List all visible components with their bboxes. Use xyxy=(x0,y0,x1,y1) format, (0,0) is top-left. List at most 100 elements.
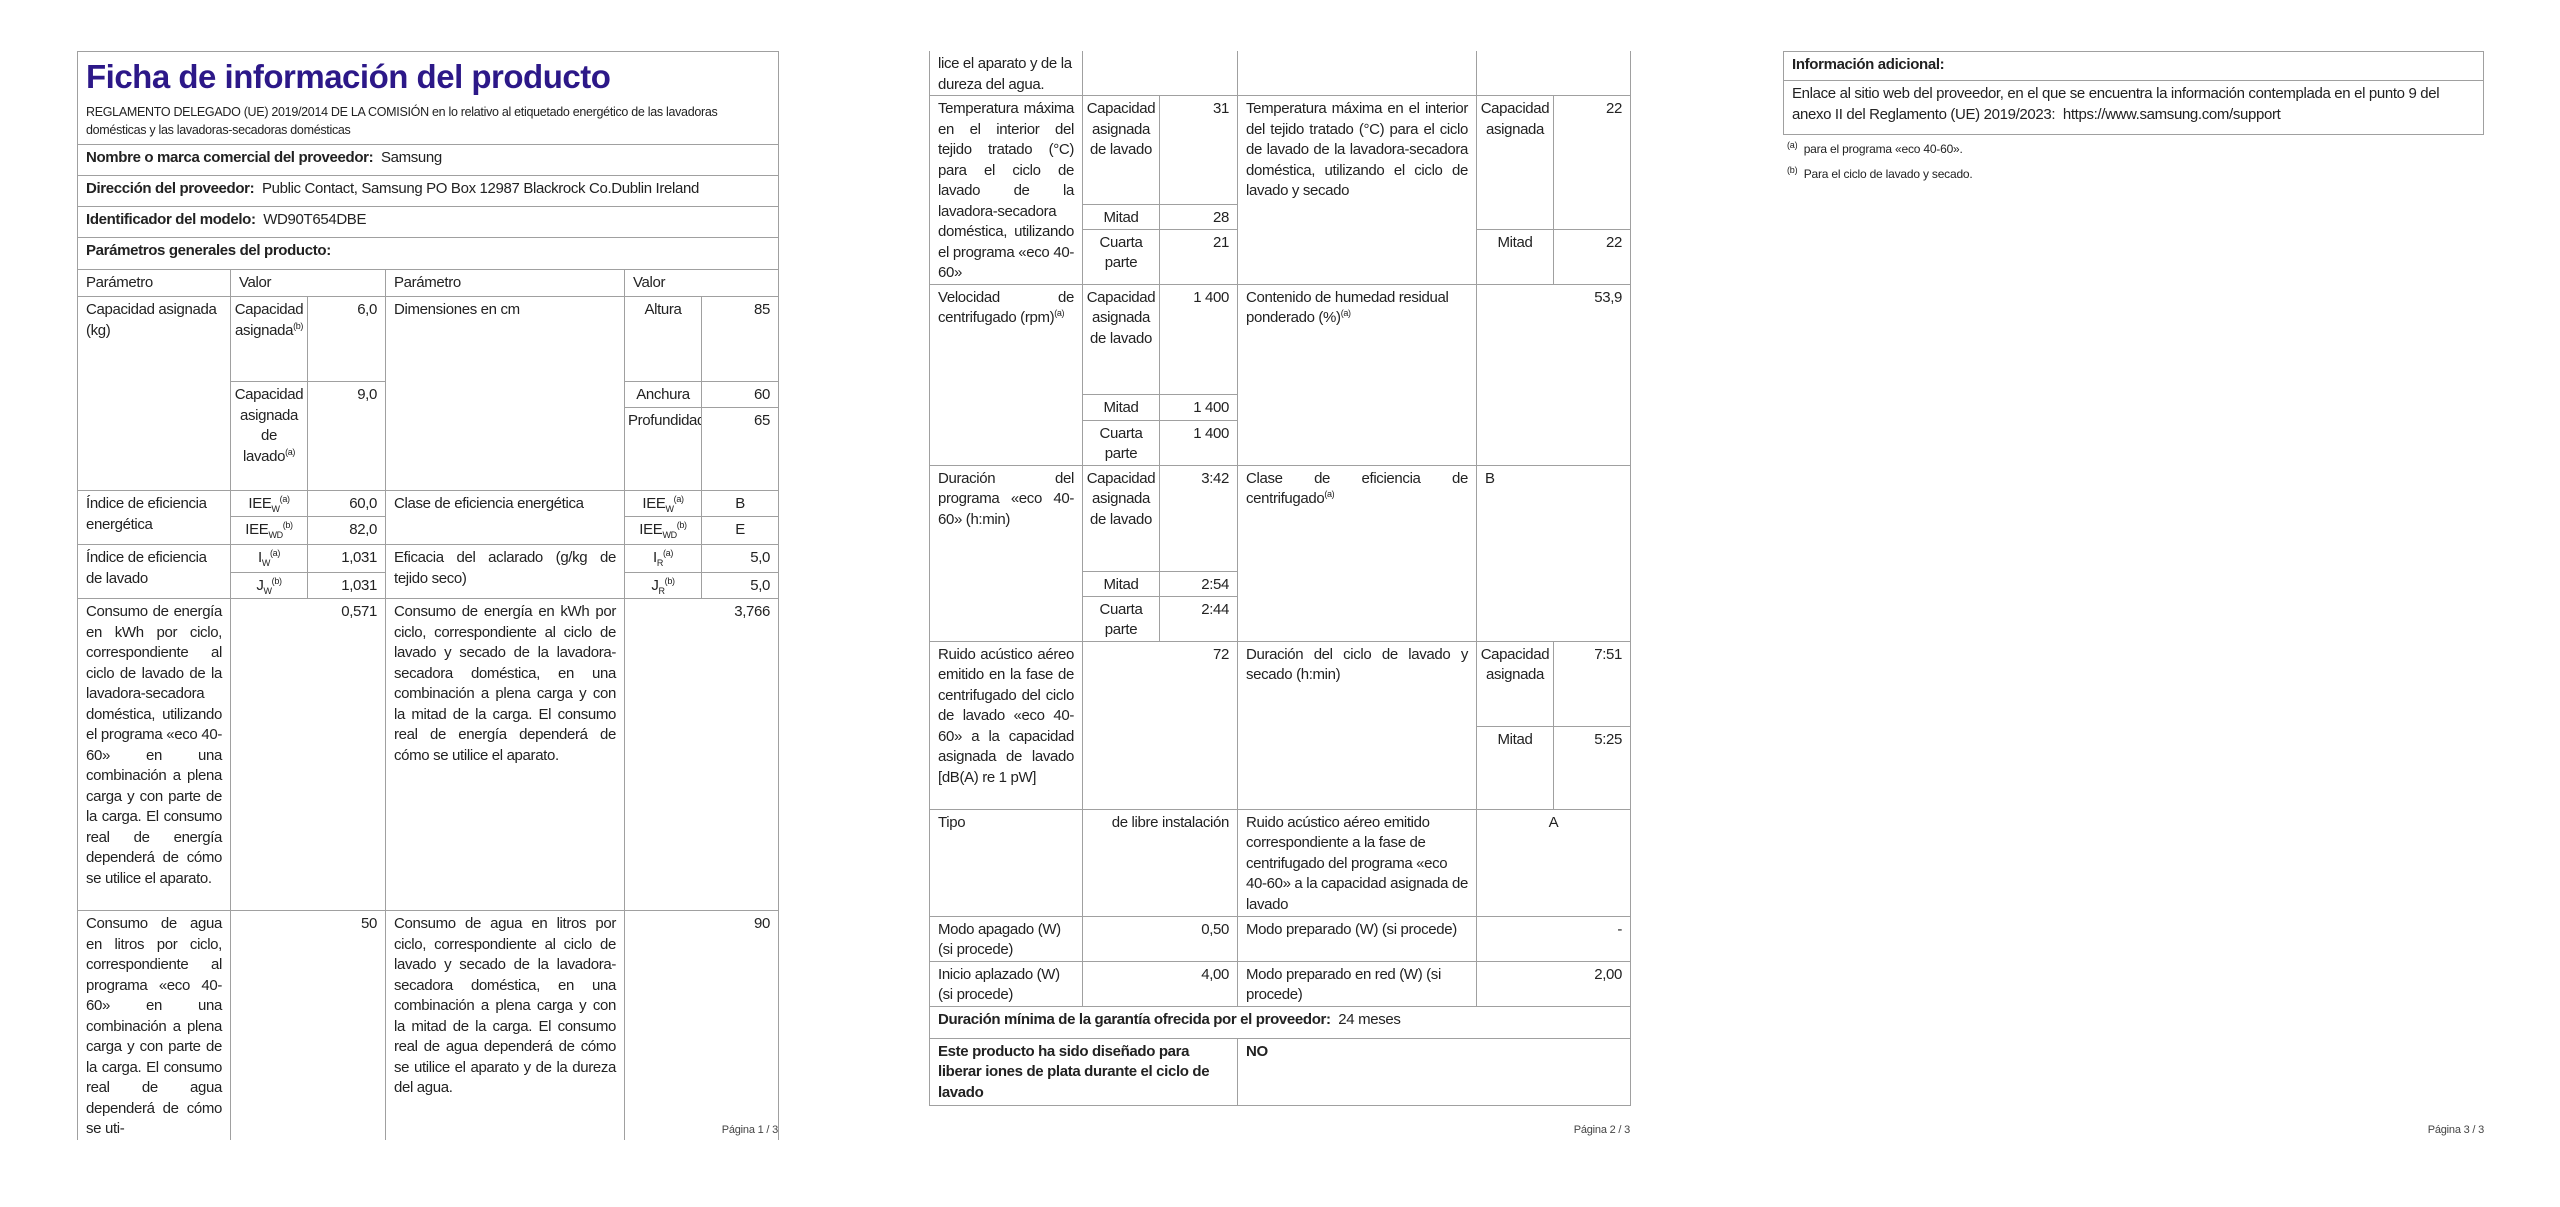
spin-sub3: Cuarta parte xyxy=(1082,419,1160,466)
depth-value: 65 xyxy=(700,407,780,491)
supplier-link-cell: Enlace al sitio web del proveedor, en el… xyxy=(1783,80,2484,135)
iw-label: IW(a) xyxy=(230,544,308,573)
duration-val2: 2:54 xyxy=(1159,570,1238,597)
support-url-link[interactable]: https://www.samsung.com/support xyxy=(2062,105,2281,123)
iw-sub: W xyxy=(261,558,271,568)
duration-val3: 2:44 xyxy=(1159,595,1238,642)
silver-ions-value: NO xyxy=(1237,1037,1631,1106)
jr-base: J xyxy=(651,577,659,594)
noise-label: Ruido acústico aéreo emitido en la fase … xyxy=(929,640,1083,810)
eei-wd-base: IEE xyxy=(245,521,269,538)
ir-label: IR(a) xyxy=(624,544,702,573)
temp-wash-val1: 31 xyxy=(1159,94,1238,206)
height-value: 85 xyxy=(700,296,780,382)
general-params-heading-text: Parámetros generales del producto: xyxy=(86,242,331,259)
energy-washdry-label: Consumo de energía en kWh por ciclo, cor… xyxy=(385,598,625,911)
spin-class-value: B xyxy=(1476,464,1631,642)
energy-wash-value: 0,571 xyxy=(230,598,386,911)
class-w-base: IEE xyxy=(642,495,666,512)
title-cell: Ficha de información del producto REGLAM… xyxy=(76,51,780,145)
footnote-mark: (a) xyxy=(285,446,296,457)
page-number: Página 2 / 3 xyxy=(1573,1124,1631,1136)
capacity-sub2: Capacidad asignada de lavado(a) xyxy=(230,381,308,491)
delay-start-label: Inicio aplazado (W) (si procede) xyxy=(929,960,1083,1007)
duration-val1: 3:42 xyxy=(1159,464,1238,572)
page-number: Página 3 / 3 xyxy=(2427,1124,2485,1136)
supplier-address-value: Public Contact, Samsung PO Box 12987 Bla… xyxy=(261,180,699,197)
moisture-label-text: Contenido de humedad residual ponderado … xyxy=(1246,288,1449,327)
supplier-address-row: Dirección del proveedor: Public Contact,… xyxy=(76,175,780,207)
general-params-heading: Parámetros generales del producto: xyxy=(76,237,780,270)
class-w-value: B xyxy=(700,490,780,517)
noise-class-label: Ruido acústico aéreo emitido correspondi… xyxy=(1237,808,1477,917)
noise-class-value: A xyxy=(1476,808,1631,917)
footnote-mark: (a) xyxy=(1787,140,1798,150)
supplier-link-text: Enlace al sitio web del proveedor, en el… xyxy=(1792,85,2440,123)
supplier-name-label: Nombre o marca comercial del proveedor: xyxy=(86,149,374,166)
moisture-label: Contenido de humedad residual ponderado … xyxy=(1237,283,1477,466)
footnote-mark: (a) xyxy=(663,548,673,558)
eei-wd-value: 82,0 xyxy=(307,516,386,545)
product-info-table-page-1: Ficha de información del producto REGLAM… xyxy=(76,51,780,1140)
model-id-label: Identificador del modelo: xyxy=(86,211,256,228)
iw-value: 1,031 xyxy=(307,544,386,573)
water-washdry-value: 90 xyxy=(623,910,780,1140)
jr-sub: R xyxy=(658,586,666,596)
washdry-duration-label: Duración del ciclo de lavado y secado (h… xyxy=(1237,640,1477,810)
off-mode-value: 0,50 xyxy=(1082,915,1238,962)
capacity-val2: 9,0 xyxy=(307,381,386,491)
product-info-table-page-2: lice el aparato y de la dureza del agua.… xyxy=(929,51,1631,1106)
standby-value: - xyxy=(1476,915,1631,962)
spin-val1: 1 400 xyxy=(1159,283,1238,395)
rinse-label: Eficacia del aclarado (g/kg de tejido se… xyxy=(385,544,625,599)
network-standby-value: 2,00 xyxy=(1476,960,1631,1007)
jr-label: JR(b) xyxy=(624,572,702,599)
capacity-sub1: Capacidad asignada(b) xyxy=(230,296,308,382)
footnote-mark: (b) xyxy=(664,576,675,586)
jw-base: J xyxy=(256,577,264,594)
header-value: Valor xyxy=(623,269,780,297)
spin-speed-label-text: Velocidad de centrifugado (rpm) xyxy=(938,288,1074,327)
footnote-mark: (a) xyxy=(1054,308,1065,318)
depth-label: Profundidad xyxy=(624,407,702,491)
type-value: de libre instalación xyxy=(1082,808,1238,917)
iw-base: I xyxy=(258,549,262,566)
capacity-sub2-text: Capacidad asignada de lavado xyxy=(234,386,304,465)
page-2: lice el aparato y de la dureza del agua.… xyxy=(929,51,1631,1106)
water-wash-label: Consumo de agua en litros por ciclo, cor… xyxy=(77,910,231,1140)
eei-w-base: IEE xyxy=(248,495,272,512)
page-number: Página 1 / 3 xyxy=(721,1124,779,1136)
warranty-row: Duración mínima de la garantía ofrecida … xyxy=(929,1005,1631,1039)
footnote-mark: (a) xyxy=(1324,489,1335,499)
capacity-sub1-text: Capacidad asignada xyxy=(234,301,304,339)
spin-class-label: Clase de eficiencia de centrifugado(a) xyxy=(1237,464,1477,642)
height-label: Altura xyxy=(624,296,702,382)
jr-value: 5,0 xyxy=(700,572,780,599)
footnote-mark: (b) xyxy=(293,320,304,331)
additional-info-table: Información adicional: Enlace al sitio w… xyxy=(1783,51,2484,135)
energy-wash-label: Consumo de energía en kWh por ciclo, cor… xyxy=(77,598,231,911)
footnote-mark: (b) xyxy=(271,576,282,586)
header-parameter: Parámetro xyxy=(77,269,231,297)
ir-sub: R xyxy=(656,558,664,568)
temp-wash-sub3: Cuarta parte xyxy=(1082,228,1160,285)
footnote-b: (b) Para el ciclo de lavado y secado. xyxy=(1783,162,2484,187)
standby-label: Modo preparado (W) (si procede) xyxy=(1237,915,1477,962)
water-wash-value: 50 xyxy=(230,910,386,1140)
type-label: Tipo xyxy=(929,808,1083,917)
warranty-label: Duración mínima de la garantía ofrecida … xyxy=(938,1010,1331,1028)
class-wd-value: E xyxy=(700,516,780,545)
empty-cell xyxy=(1082,51,1238,96)
temp-washdry-label: Temperatura máxima en el interior del te… xyxy=(1237,95,1477,285)
eei-wd-label: IEEWD(b) xyxy=(230,516,308,545)
silver-ions-label-text: Este producto ha sido diseñado para libe… xyxy=(938,1042,1210,1101)
washdry-sub2: Mitad xyxy=(1476,725,1554,810)
continuation-text: lice el aparato y de la dureza del agua. xyxy=(929,51,1083,96)
temp-wash-val2: 28 xyxy=(1159,204,1238,230)
energy-class-label: Clase de eficiencia energética xyxy=(385,490,625,545)
footnote-a: (a) para el programa «eco 40-60». xyxy=(1783,137,2484,162)
water-washdry-label: Consumo de agua en litros por ciclo, cor… xyxy=(385,910,625,1140)
regulation-text: REGLAMENTO DELEGADO (UE) 2019/2014 DE LA… xyxy=(86,105,718,137)
spin-speed-label: Velocidad de centrifugado (rpm)(a) xyxy=(929,283,1083,466)
page-title: Ficha de información del producto xyxy=(86,58,611,95)
